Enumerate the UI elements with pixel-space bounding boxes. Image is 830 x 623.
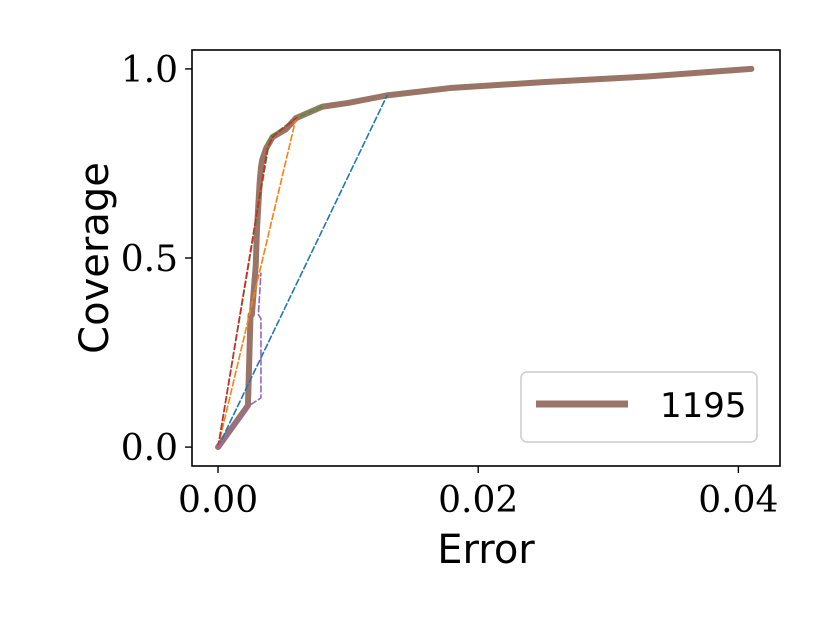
y-axis-label: Coverage [72, 162, 118, 354]
series-line-dashed-3 [217, 105, 323, 448]
x-tick-label: 0.00 [178, 480, 258, 521]
legend-label: 1195 [660, 386, 747, 426]
y-tick-label: 0.5 [121, 239, 178, 280]
x-axis-label: Error [437, 527, 535, 573]
series-line-dashed-2 [217, 105, 323, 448]
x-tick-label: 0.04 [698, 480, 778, 521]
x-tick-label: 0.02 [438, 480, 518, 521]
series-line-dashed-4 [217, 117, 297, 448]
series-line-dashed-1 [217, 94, 388, 448]
ticks-layer: 0.00 0.02 0.04 0.0 0.5 1.0 [121, 50, 779, 521]
y-tick-label: 0.0 [121, 428, 178, 469]
series-layer [215, 65, 755, 451]
series-line-dashed-5 [217, 272, 262, 448]
legend: 1195 [520, 371, 758, 443]
y-tick-label: 1.0 [121, 50, 178, 91]
legend-box [520, 371, 758, 443]
